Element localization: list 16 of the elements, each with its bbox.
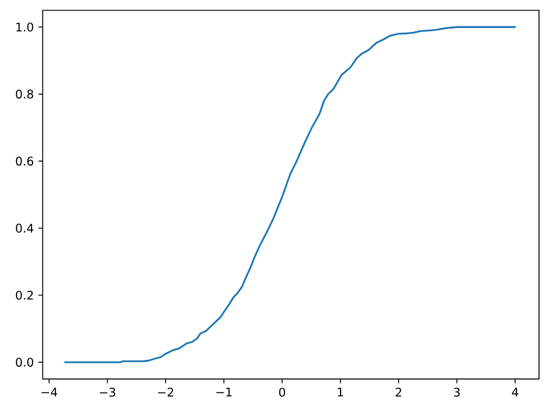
x-tick-label: −3: [100, 388, 116, 397]
line-series: [63, 26, 517, 364]
y-tick-label: 0.0: [16, 358, 34, 367]
x-tick-label: 1: [338, 388, 344, 396]
x-tick-label: −4: [42, 388, 58, 396]
x-tick-label: 2: [396, 388, 402, 397]
y-tick-label: 0.8: [16, 90, 34, 99]
y-tick-label: 0.4: [16, 224, 34, 233]
y-tick-label: 1.0: [16, 22, 34, 32]
x-tick-label: 0: [279, 388, 286, 397]
x-tick-label: −1: [216, 388, 232, 396]
y-tick-label: 0.6: [16, 156, 34, 166]
y-tick-label: 0.2: [16, 290, 33, 300]
x-tick-label: −2: [158, 388, 174, 397]
x-tick-label: 4: [512, 388, 518, 396]
x-tick-label: 3: [454, 388, 460, 397]
